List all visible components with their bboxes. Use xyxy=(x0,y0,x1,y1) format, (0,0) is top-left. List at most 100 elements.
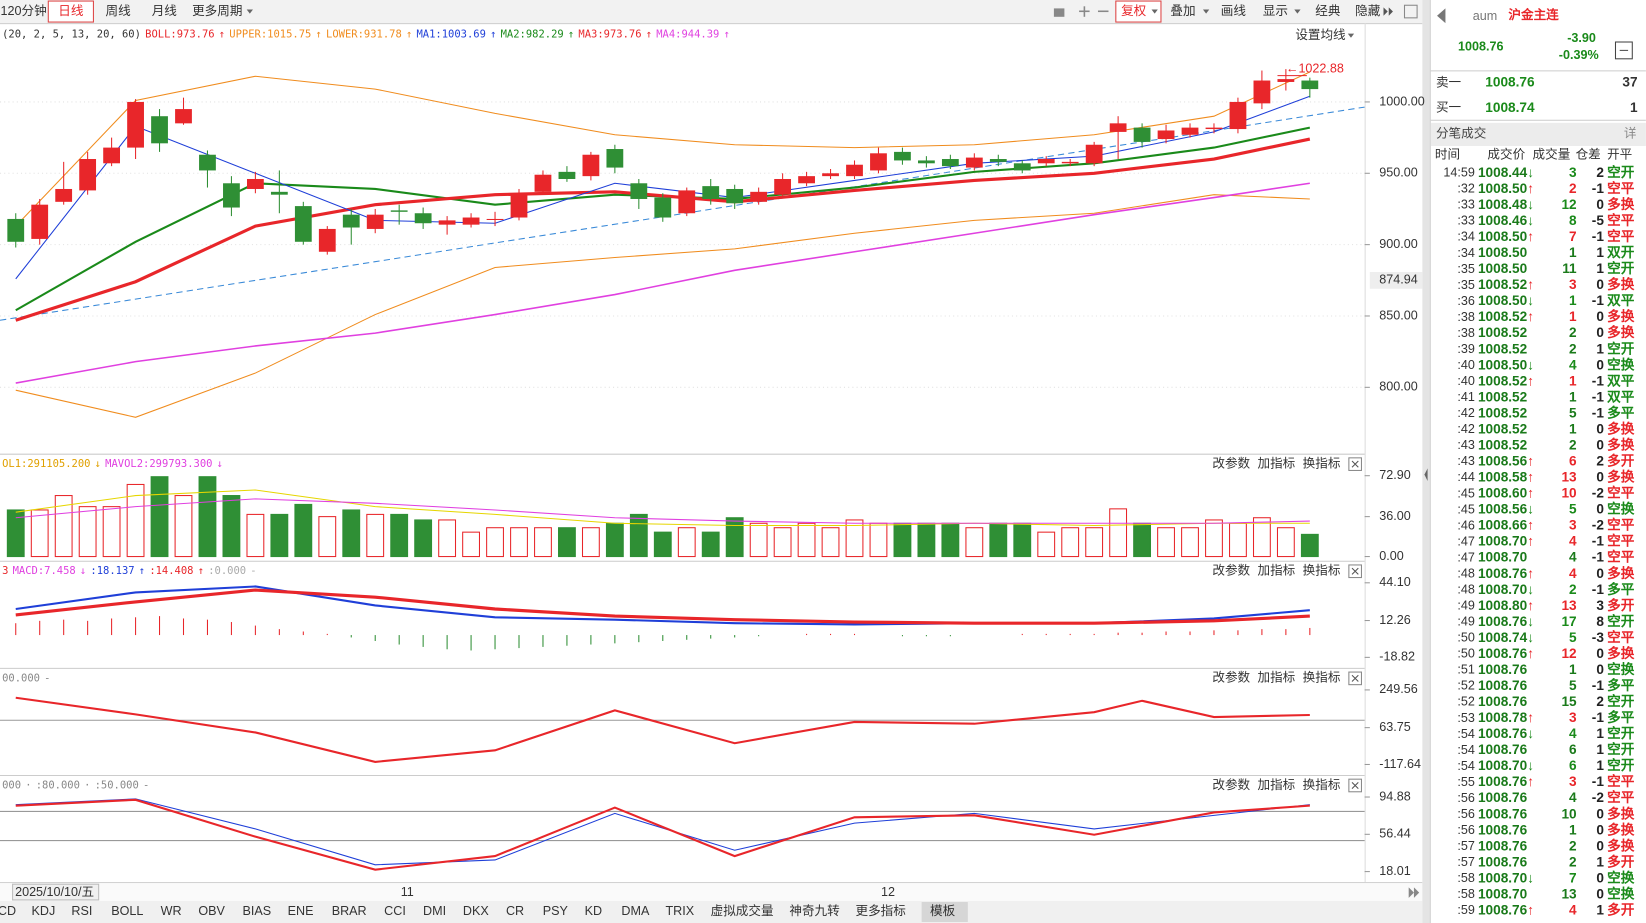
trades-detail[interactable]: 详 xyxy=(1624,127,1637,141)
volume-bar xyxy=(701,531,720,558)
indicator-tab[interactable]: 虚拟成交量 xyxy=(711,903,774,918)
panel-control[interactable]: 加指标 xyxy=(1258,564,1296,578)
indicator-tab[interactable]: DKX xyxy=(463,904,489,918)
trade-direction: ↓ xyxy=(1527,582,1534,597)
indicator-tab[interactable]: CCI xyxy=(384,904,406,918)
indicator-tab[interactable]: 模板 xyxy=(930,904,956,918)
period-tab[interactable]: 更多周期 xyxy=(192,4,242,18)
panel-control[interactable]: 改参数 xyxy=(1212,671,1250,685)
tool-button[interactable]: 经典 xyxy=(1315,4,1341,18)
trade-oi: 0 xyxy=(1596,838,1604,853)
candle-body xyxy=(318,228,336,252)
panel-control[interactable]: 加指标 xyxy=(1258,671,1296,685)
indicator-tab[interactable]: BRAR xyxy=(332,904,367,918)
trade-direction: ↑ xyxy=(1527,518,1534,533)
panel-control[interactable]: 改参数 xyxy=(1212,456,1250,470)
trade-volume: 7 xyxy=(1569,870,1577,885)
indicator-tab[interactable]: TRIX xyxy=(666,904,695,918)
indicator-tab[interactable]: 神奇九转 xyxy=(789,904,840,918)
zoom-out-icon[interactable] xyxy=(1097,10,1109,13)
fullscreen-icon[interactable] xyxy=(1403,4,1418,19)
panel-control[interactable]: 换指标 xyxy=(1303,564,1341,578)
panel-control[interactable]: 换指标 xyxy=(1303,671,1341,685)
indicator-tab[interactable]: CR xyxy=(506,904,524,918)
tool-button[interactable]: 隐藏 xyxy=(1355,4,1381,18)
trade-direction: ↓ xyxy=(1527,614,1534,629)
legend-item: 3 xyxy=(2,565,8,577)
candle-body xyxy=(342,214,360,228)
indicator-tab[interactable]: PSY xyxy=(543,904,569,918)
indicator-tab[interactable]: CD xyxy=(0,904,16,918)
legend-item: MA4:944.39 xyxy=(656,29,719,41)
indicator-tab[interactable]: KDJ xyxy=(31,904,55,918)
trade-time: :35 xyxy=(1457,262,1474,276)
trade-price: 1008.52 xyxy=(1478,389,1528,404)
volume-bar xyxy=(414,519,433,558)
period-tab[interactable]: 月线 xyxy=(152,4,178,18)
splitter[interactable] xyxy=(1422,0,1430,923)
trade-oi: 0 xyxy=(1596,886,1604,901)
tool-button[interactable]: 叠加 xyxy=(1170,4,1195,18)
settings-label[interactable]: 设置均线 xyxy=(1295,28,1346,42)
period-tab[interactable]: 日线 xyxy=(58,4,84,18)
volume-bar xyxy=(438,519,457,558)
indicator-tab[interactable]: WR xyxy=(161,904,182,918)
tab-active xyxy=(921,902,968,922)
trade-type: 多平 xyxy=(1607,581,1635,597)
indicator-tab[interactable]: ENE xyxy=(288,904,314,918)
time-label: 2025/10/10/五 xyxy=(15,885,94,899)
panel-control[interactable]: 换指标 xyxy=(1303,778,1341,792)
trade-price: 1008.58 xyxy=(1478,470,1528,485)
legend-item: ↑ xyxy=(406,29,412,41)
indicator-tab[interactable]: BIAS xyxy=(242,904,271,918)
candle-body xyxy=(199,154,216,171)
prev-button[interactable] xyxy=(1437,8,1446,24)
period-tab[interactable]: 120分钟 xyxy=(1,3,47,18)
indicator-tab[interactable]: DMI xyxy=(423,904,446,918)
trade-time: :52 xyxy=(1457,679,1474,693)
lock-icon[interactable] xyxy=(1053,8,1065,17)
period-tab[interactable]: 周线 xyxy=(106,4,132,18)
trade-oi: 1 xyxy=(1596,758,1604,773)
panel-control[interactable]: 改参数 xyxy=(1212,564,1250,578)
legend-item: :80.000 xyxy=(36,779,80,791)
indicator-tab[interactable]: RSI xyxy=(71,904,92,918)
trade-time: :54 xyxy=(1457,743,1474,757)
trade-direction: ↓ xyxy=(1527,502,1534,517)
candle-body xyxy=(103,147,121,164)
trade-time: :34 xyxy=(1457,246,1474,260)
trade-volume: 12 xyxy=(1561,646,1577,661)
volume-bar xyxy=(941,522,960,558)
scroll-right[interactable] xyxy=(1408,887,1414,898)
volume-bar xyxy=(605,522,624,558)
tool-button[interactable]: 画线 xyxy=(1221,4,1247,18)
candle-body xyxy=(7,218,25,242)
indicator-tab[interactable]: 更多指标 xyxy=(856,904,907,918)
candle-body xyxy=(1109,123,1127,132)
panel-control[interactable]: 加指标 xyxy=(1258,456,1296,470)
trade-volume: 5 xyxy=(1569,630,1577,645)
trade-time: :56 xyxy=(1457,791,1474,805)
indicator-tab[interactable]: OBV xyxy=(198,904,225,918)
indicator-tab[interactable]: KD xyxy=(585,904,602,918)
trade-price: 1008.50 xyxy=(1478,261,1528,276)
tool-button[interactable]: 复权 xyxy=(1121,3,1147,18)
indicator-tab[interactable]: DMA xyxy=(621,904,650,918)
indicator-tab[interactable]: BOLL xyxy=(111,904,143,918)
trade-price: 1008.76 xyxy=(1478,726,1528,741)
legend-item: MAVOL2:299793.300 xyxy=(105,458,212,470)
volume-bar xyxy=(318,516,337,558)
panel-control[interactable]: 改参数 xyxy=(1212,778,1250,792)
toolbar-icons xyxy=(1053,4,1418,19)
panel-control[interactable]: 换指标 xyxy=(1303,456,1341,470)
scroll-right[interactable] xyxy=(1413,887,1420,898)
zoom-in-icon[interactable] xyxy=(1083,6,1086,17)
tool-button[interactable]: 显示 xyxy=(1263,4,1288,18)
minimize-button[interactable] xyxy=(1614,41,1633,60)
trade-type: 空平 xyxy=(1607,228,1635,244)
panel-control[interactable]: 加指标 xyxy=(1258,778,1296,792)
volume-bar xyxy=(294,503,313,558)
trade-volume: 3 xyxy=(1569,774,1577,789)
indicator-line xyxy=(15,798,1310,871)
collapse-arrow[interactable] xyxy=(1424,468,1428,481)
